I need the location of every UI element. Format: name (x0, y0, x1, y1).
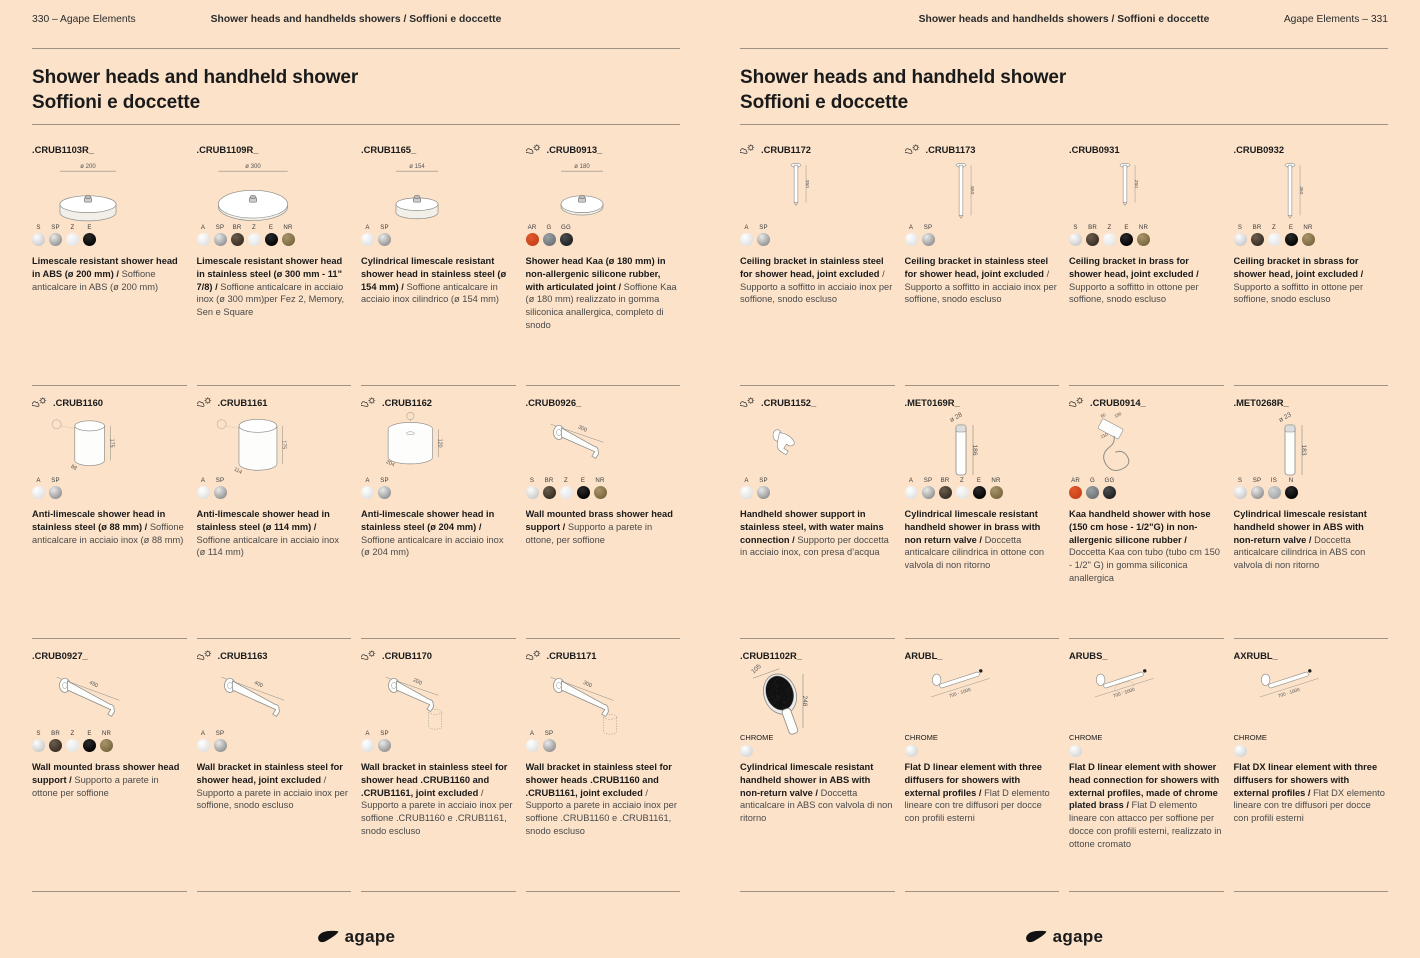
svg-text:450: 450 (88, 680, 99, 689)
svg-text:ø 23: ø 23 (1277, 411, 1292, 424)
svg-text:186: 186 (971, 444, 978, 455)
svg-text:300: 300 (577, 424, 588, 433)
svg-text:650: 650 (969, 186, 975, 194)
svg-text:ø 154: ø 154 (409, 164, 425, 170)
svg-text:183: 183 (1300, 444, 1307, 455)
svg-text:ø 28: ø 28 (948, 411, 963, 424)
svg-text:ø 300: ø 300 (245, 164, 261, 170)
svg-text:350: 350 (804, 180, 810, 188)
svg-text:105: 105 (750, 663, 763, 676)
svg-text:700 - 1000: 700 - 1000 (948, 687, 972, 700)
svg-text:300: 300 (581, 680, 592, 689)
svg-text:120: 120 (436, 439, 442, 448)
svg-text:175: 175 (108, 439, 114, 448)
svg-text:700 - 1000: 700 - 1000 (1112, 687, 1136, 700)
svg-text:180: 180 (1113, 411, 1122, 419)
svg-text:60: 60 (1100, 412, 1107, 419)
svg-text:ø 180: ø 180 (574, 164, 590, 170)
svg-text:700 - 1000: 700 - 1000 (1277, 687, 1301, 700)
svg-text:175: 175 (280, 440, 286, 449)
svg-text:88: 88 (70, 464, 78, 472)
svg-text:248: 248 (801, 696, 808, 707)
svg-text:200: 200 (412, 677, 423, 686)
svg-text:450: 450 (1298, 186, 1304, 194)
svg-text:ø 200: ø 200 (80, 164, 96, 170)
svg-text:400: 400 (252, 680, 263, 689)
svg-text:114: 114 (232, 466, 242, 475)
svg-text:250: 250 (1133, 180, 1139, 188)
